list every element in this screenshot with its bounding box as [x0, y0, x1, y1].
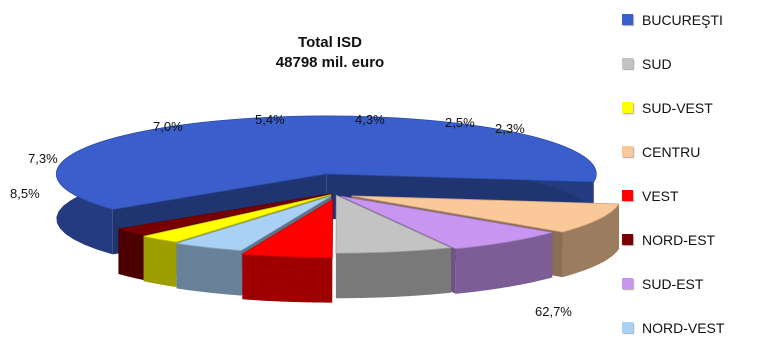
slice-side-nord-vest [176, 243, 242, 296]
slice-label-nord-est: 2,3% [495, 121, 525, 136]
legend-label: NORD-EST [642, 232, 716, 248]
legend-label: SUD [642, 56, 672, 72]
legend-swatch [622, 14, 633, 25]
slice-side-sud-vest [143, 236, 177, 288]
legend-swatch [622, 190, 633, 201]
slice-label-sud-est: 7,3% [28, 151, 58, 166]
slice-label-sud-vest: 2,5% [445, 115, 475, 130]
legend-item-vest: VEST [622, 186, 760, 206]
pie-slice-bucuresti [55, 115, 597, 210]
slice-side-sud-est [455, 232, 553, 294]
slice-side-vest [242, 254, 333, 303]
legend-item-sud-est: SUD-EST [622, 274, 760, 294]
legend-label: CENTRU [642, 144, 701, 160]
pie-slice-centru [351, 195, 620, 233]
pie-slice-sud-est [341, 195, 553, 250]
chart-subtitle: 48798 mil. euro [275, 54, 385, 71]
slice-label-sud: 7,0% [153, 119, 183, 134]
legend-swatch [622, 234, 633, 245]
legend-swatch [622, 278, 633, 289]
legend-swatch [622, 322, 633, 333]
slice-label-vest: 5,4% [255, 112, 285, 127]
pie-slice-sud-vest [143, 194, 332, 243]
legend-item-centru: CENTRU [622, 142, 760, 162]
slice-side-sud [335, 247, 451, 299]
pie-slice-sud [335, 194, 453, 254]
slice-side-centru [562, 203, 619, 278]
pie-slice-nord-vest [176, 195, 332, 251]
slice-label-centru: 8,5% [10, 186, 40, 201]
legend-item-nord-vest: NORD-VEST [622, 318, 760, 338]
legend-swatch [622, 102, 633, 113]
legend-label: NORD-VEST [642, 320, 725, 336]
legend-label: SUD-EST [642, 276, 704, 292]
slice-label-nord-vest: 4,3% [355, 112, 385, 127]
legend-label: SUD-VEST [642, 100, 713, 116]
legend-item-sud: SUD [622, 54, 760, 74]
legend-label: VEST [642, 188, 679, 204]
slice-side-nord-est [118, 228, 145, 281]
pie-slice-vest [241, 198, 334, 258]
chart-title: Total ISD [298, 34, 362, 51]
legend-item-sud-vest: SUD-VEST [622, 98, 760, 118]
legend-swatch [622, 146, 633, 157]
legend-swatch [622, 58, 633, 69]
pie-tops [55, 115, 620, 258]
pie-slice-nord-est [118, 193, 333, 236]
legend-item-bucuresti: BUCUREŞTI [622, 10, 760, 30]
legend-label: BUCUREŞTI [642, 12, 723, 28]
slice-label-bucuresti: 62,7% [535, 304, 572, 319]
legend-item-nord-est: NORD-EST [622, 230, 760, 250]
